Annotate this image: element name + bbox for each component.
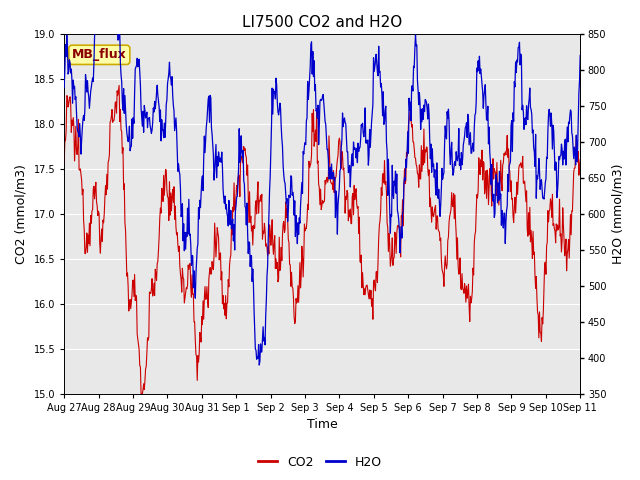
Title: LI7500 CO2 and H2O: LI7500 CO2 and H2O — [242, 15, 403, 30]
Y-axis label: CO2 (mmol/m3): CO2 (mmol/m3) — [15, 164, 28, 264]
Text: MB_flux: MB_flux — [72, 48, 127, 61]
Y-axis label: H2O (mmol/m3): H2O (mmol/m3) — [612, 164, 625, 264]
Legend: CO2, H2O: CO2, H2O — [253, 451, 387, 474]
X-axis label: Time: Time — [307, 419, 337, 432]
